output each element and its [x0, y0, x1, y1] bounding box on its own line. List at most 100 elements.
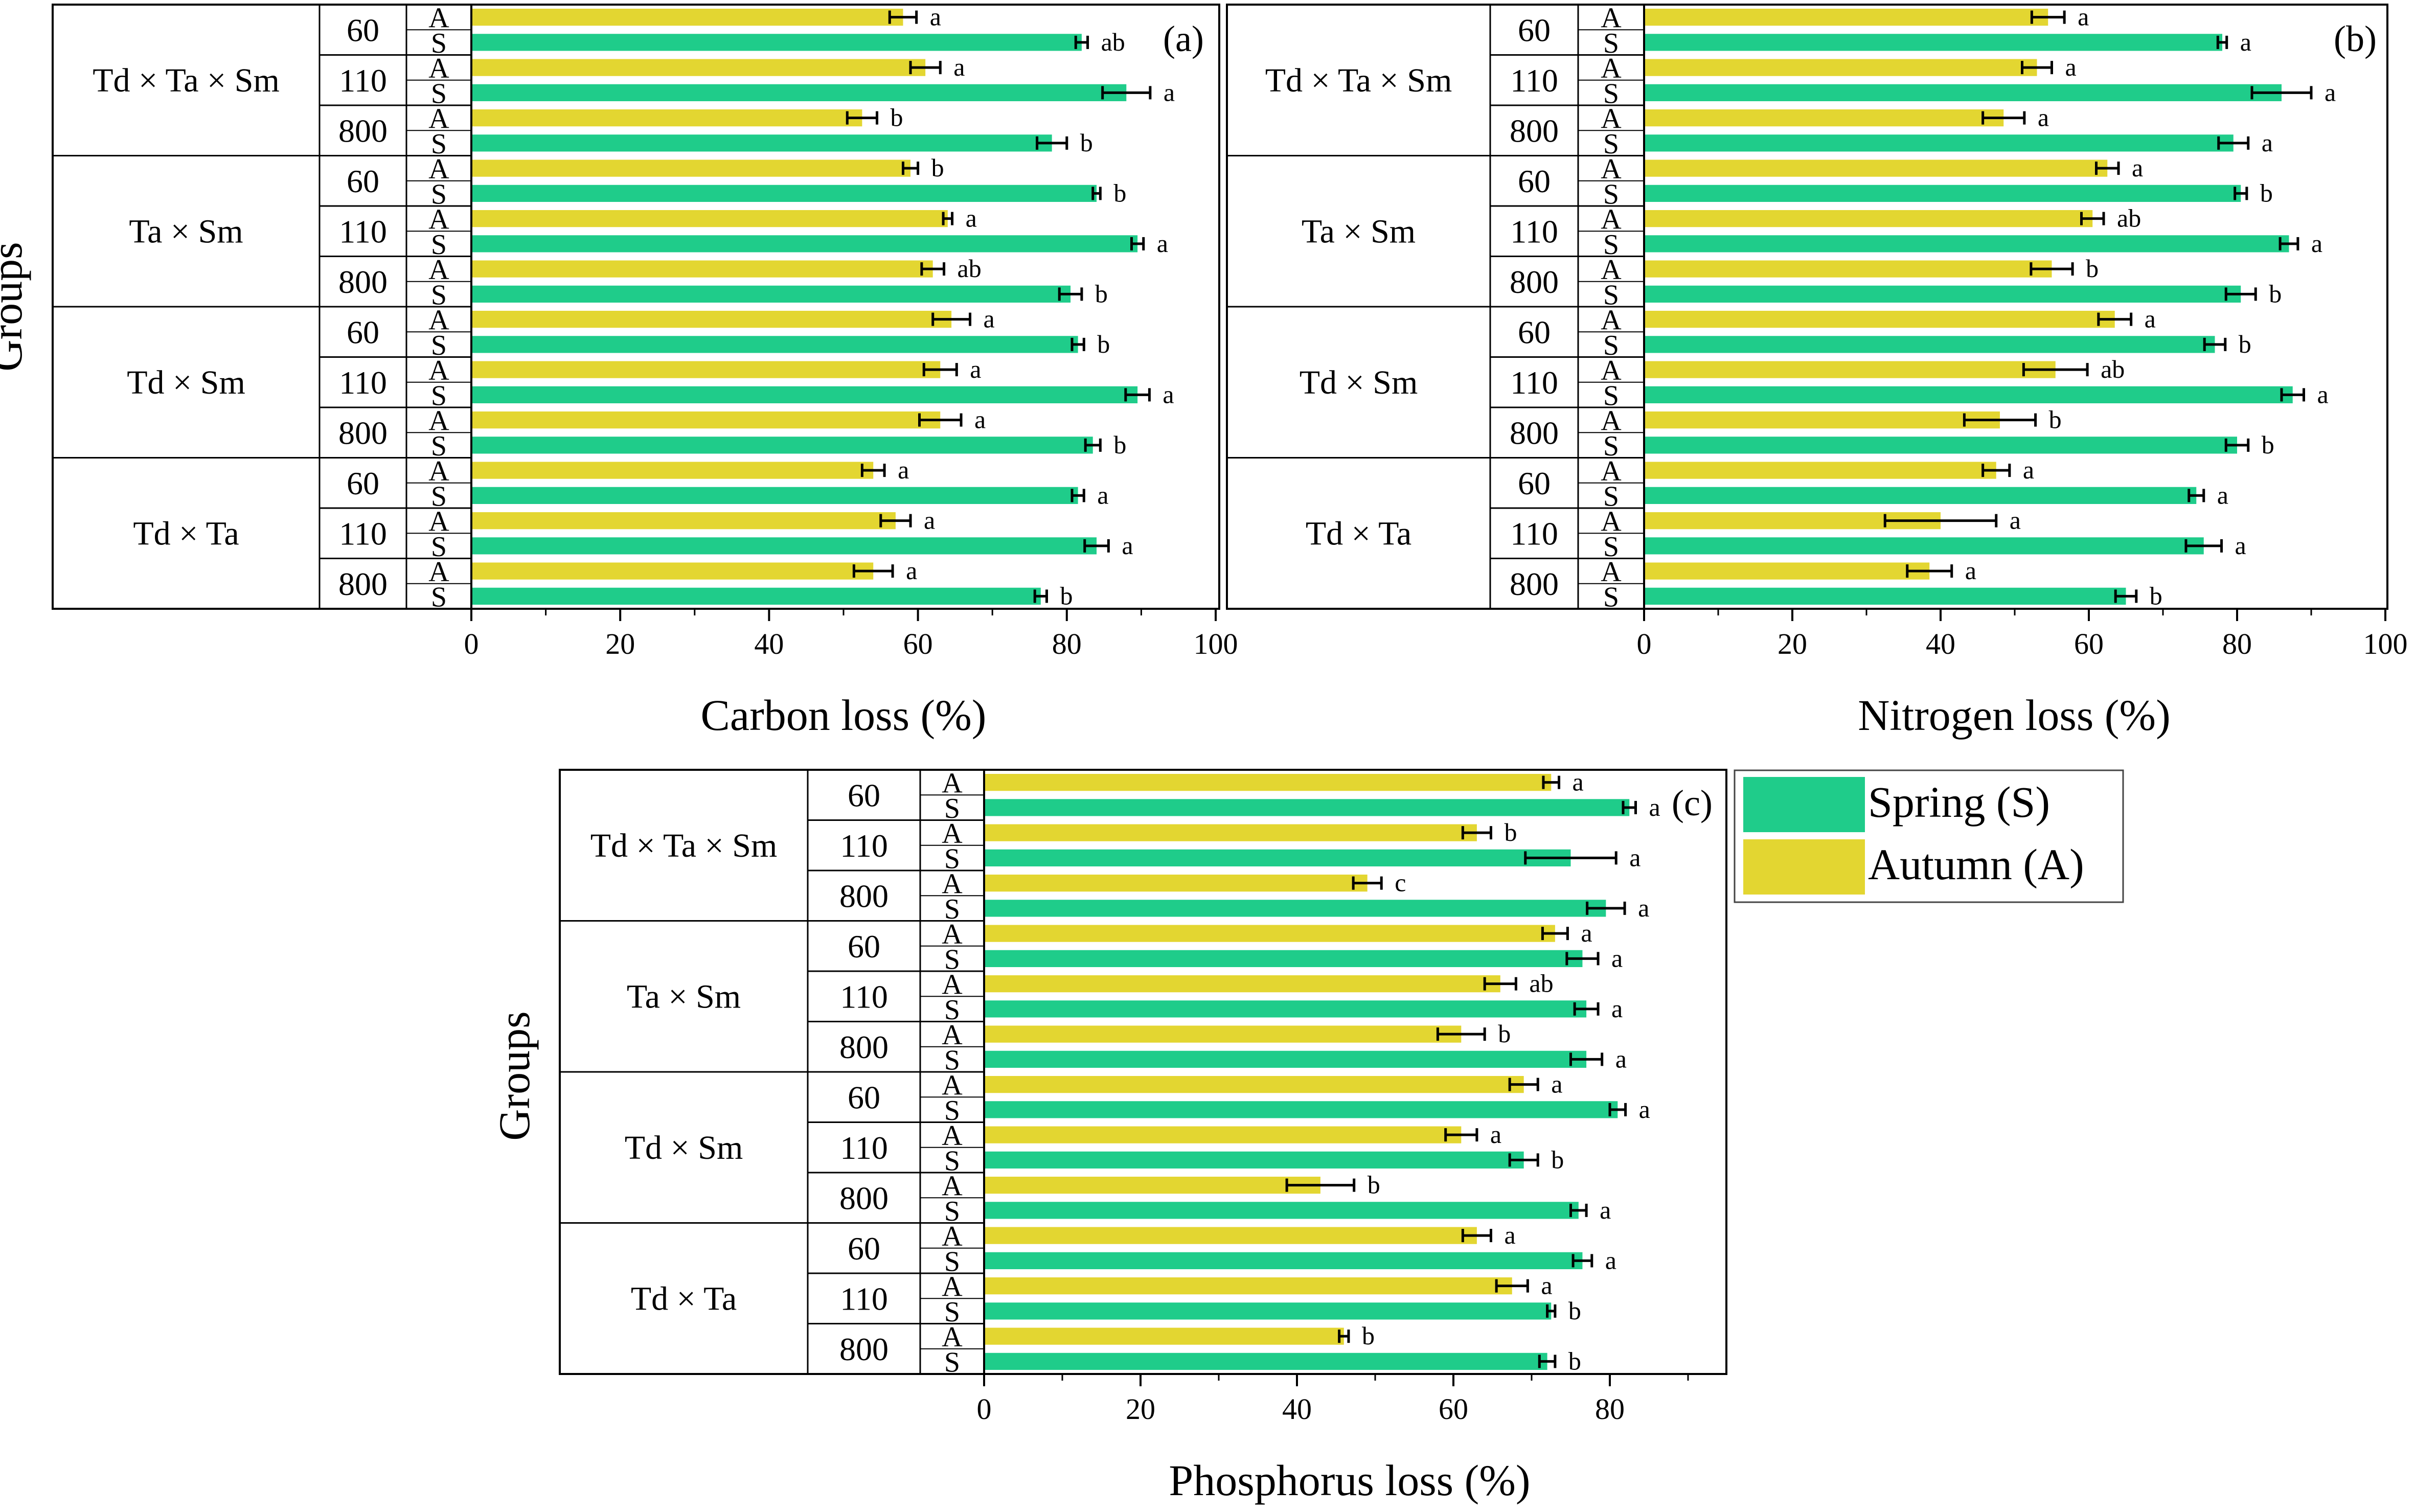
size-label: 110 — [1510, 62, 1558, 99]
x-tick-label: 60 — [2074, 627, 2104, 660]
season-letter-s: S — [1603, 380, 1619, 411]
spring-bar — [472, 587, 1041, 605]
size-label: 800 — [338, 415, 388, 451]
season-letter-s: S — [1603, 279, 1619, 311]
spring-bar — [472, 235, 1138, 253]
x-tick-label: 80 — [1052, 627, 1082, 660]
season-letter-a: A — [942, 818, 963, 850]
season-letter-a: A — [428, 455, 449, 487]
autumn-bar — [985, 1025, 1462, 1043]
size-label: 800 — [338, 566, 388, 602]
spring-bar — [472, 487, 1078, 504]
season-letter-a: A — [942, 919, 963, 950]
significance-label: b — [2049, 405, 2062, 434]
autumn-bar — [472, 9, 903, 26]
significance-label: a — [970, 355, 981, 383]
season-letter-s: S — [1603, 128, 1619, 160]
spring-bar — [1645, 386, 2293, 403]
spring-bar — [1645, 537, 2204, 555]
size-label: 800 — [338, 264, 388, 300]
significance-label: a — [1541, 1271, 1552, 1300]
size-label: 110 — [1510, 213, 1558, 249]
significance-label: a — [924, 506, 935, 535]
season-letter-a: A — [1601, 455, 1622, 487]
season-letter-a: A — [942, 1120, 963, 1152]
significance-label: a — [1551, 1070, 1562, 1098]
spring-bar — [472, 285, 1071, 303]
season-letter-s: S — [431, 78, 447, 109]
group-label: Td × Ta × Sm — [93, 62, 280, 99]
spring-bar — [472, 437, 1093, 454]
spring-bar — [985, 900, 1606, 917]
spring-bar — [985, 799, 1630, 816]
significance-label: a — [2235, 531, 2246, 560]
size-label: 60 — [848, 928, 880, 965]
significance-label: ab — [2117, 204, 2141, 233]
size-label: 800 — [1510, 264, 1559, 300]
season-letter-a: A — [1601, 3, 1622, 34]
season-letter-s: S — [944, 1044, 960, 1076]
legend-swatch — [1743, 777, 1865, 832]
autumn-bar — [1645, 562, 1930, 580]
season-letter-a: A — [428, 506, 449, 538]
y-axis-title: Groups — [490, 1011, 539, 1140]
season-letter-s: S — [944, 1346, 960, 1378]
x-tick-label: 20 — [605, 627, 635, 660]
season-letter-a: A — [428, 556, 449, 588]
autumn-bar — [472, 411, 941, 429]
season-letter-s: S — [1603, 330, 1619, 361]
significance-label: a — [1638, 894, 1649, 922]
spring-bar — [1645, 185, 2241, 202]
panel-label: (c) — [1672, 783, 1713, 823]
autumn-bar — [985, 1327, 1344, 1345]
group-label: Td × Ta — [1306, 515, 1411, 552]
season-letter-a: A — [428, 53, 449, 84]
group-label: Ta × Sm — [1302, 213, 1416, 250]
significance-label: a — [1581, 919, 1592, 947]
season-letter-a: A — [428, 153, 449, 185]
spring-bar — [985, 1252, 1583, 1269]
group-label: Td × Sm — [1300, 364, 1418, 401]
significance-label: a — [2317, 380, 2329, 408]
significance-label: a — [2023, 455, 2034, 484]
significance-label: b — [891, 103, 903, 132]
season-letter-a: A — [428, 103, 449, 135]
significance-label: a — [2311, 229, 2322, 258]
season-letter-a: A — [942, 1221, 963, 1252]
size-label: 110 — [339, 515, 387, 552]
autumn-bar — [472, 109, 862, 127]
spring-bar — [1645, 487, 2197, 504]
autumn-bar — [472, 462, 874, 479]
spring-bar — [985, 1202, 1579, 1219]
size-label: 800 — [839, 878, 888, 914]
size-label: 60 — [848, 777, 880, 813]
season-letter-a: A — [1601, 103, 1622, 135]
significance-label: a — [1965, 556, 1976, 585]
season-letter-s: S — [431, 480, 447, 512]
autumn-bar — [472, 59, 926, 76]
significance-label: b — [1368, 1171, 1380, 1199]
significance-label: a — [2078, 3, 2089, 31]
significance-label: a — [1163, 380, 1174, 408]
size-label: 60 — [1518, 465, 1551, 501]
significance-label: b — [1080, 128, 1093, 157]
season-letter-s: S — [944, 1095, 960, 1127]
group-label: Td × Ta × Sm — [590, 827, 778, 864]
season-letter-s: S — [1603, 581, 1619, 613]
autumn-bar — [1645, 9, 2048, 26]
significance-label: b — [2150, 581, 2162, 610]
size-label: 110 — [339, 364, 387, 401]
season-letter-a: A — [1601, 405, 1622, 437]
autumn-bar — [472, 562, 874, 580]
season-letter-s: S — [431, 531, 447, 563]
significance-label: ab — [1101, 28, 1125, 56]
size-label: 60 — [848, 1230, 880, 1267]
autumn-bar — [472, 361, 941, 378]
x-tick-label: 20 — [1778, 627, 1807, 660]
season-letter-s: S — [1603, 229, 1619, 261]
significance-label: a — [1573, 768, 1584, 796]
significance-label: b — [1568, 1346, 1581, 1375]
autumn-bar — [985, 1277, 1512, 1295]
spring-bar — [1645, 587, 2126, 605]
